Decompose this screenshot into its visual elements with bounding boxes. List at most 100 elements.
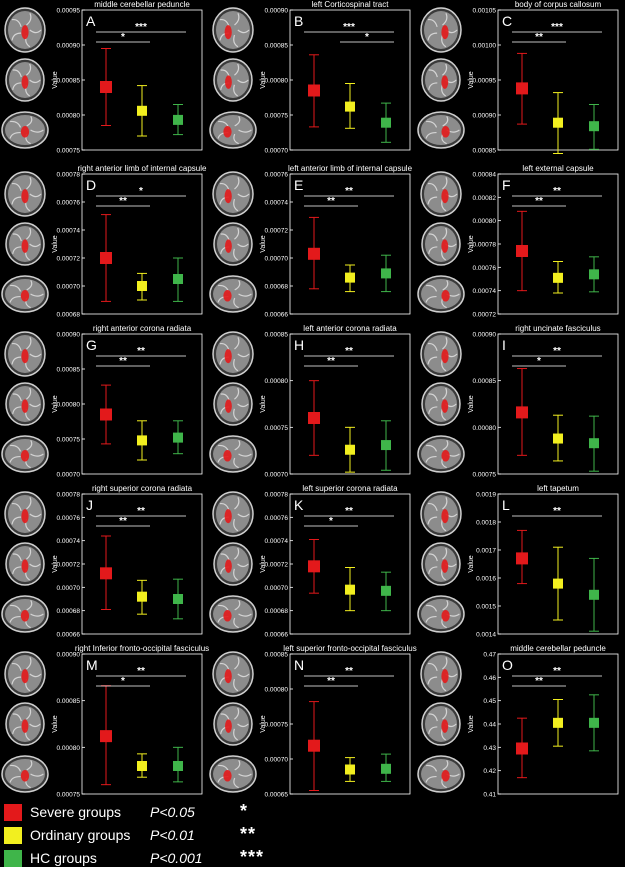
panel-i: right uncinate fasciculus I Value 0.00075 0.… <box>417 324 619 479</box>
gyrus-line <box>26 387 32 400</box>
gyrus-line <box>233 84 239 97</box>
significance-stars: ** <box>553 186 561 197</box>
mean-marker-ordinary <box>137 761 147 771</box>
gyrus-line <box>11 196 22 205</box>
axial-slice-icon <box>421 222 461 266</box>
sagittal-slice-icon <box>1 755 49 793</box>
tract-highlight <box>223 610 232 622</box>
brain-tissue <box>421 279 461 309</box>
gyrus-line <box>237 673 250 678</box>
gyrus-line <box>26 177 32 190</box>
significance-stars: ** <box>137 506 145 517</box>
gyrus-line <box>233 568 239 581</box>
y-axis-label: Value <box>468 715 475 732</box>
mean-marker-ordinary <box>553 117 563 128</box>
tract-highlight <box>21 719 29 733</box>
gyrus-line <box>428 713 438 722</box>
legend-label-severe: Severe groups <box>30 804 122 820</box>
gyrus-line <box>238 293 252 297</box>
mean-marker-ordinary <box>345 101 355 112</box>
gyrus-line <box>26 547 32 560</box>
y-tick-label: 0.00068 <box>57 608 81 615</box>
gyrus-line <box>29 513 42 518</box>
y-tick-label: 0.00070 <box>265 585 289 592</box>
gyrus-line <box>234 13 240 26</box>
gyrus-line <box>442 387 448 400</box>
mean-marker-hc <box>173 761 183 771</box>
y-tick-label: 0.00068 <box>57 312 81 319</box>
mean-marker-ordinary <box>345 444 355 455</box>
brain-tissue <box>425 386 457 422</box>
y-tick-label: 0.00080 <box>265 78 289 85</box>
gyrus-line <box>9 295 21 303</box>
mean-marker-hc <box>381 268 391 279</box>
y-tick-label: 0.00105 <box>473 8 497 15</box>
gyrus-line <box>427 182 438 192</box>
brain-tissue <box>213 599 253 629</box>
y-tick-label: 0.00070 <box>265 757 289 764</box>
y-tick-label: 0.00082 <box>473 195 497 202</box>
gyrus-line <box>9 455 21 463</box>
panel-letter: C <box>502 13 512 29</box>
significance-stars: ** <box>137 346 145 357</box>
y-tick-label: 0.00095 <box>57 8 81 15</box>
gyrus-line <box>442 547 448 560</box>
gyrus-line <box>26 279 33 291</box>
significance-stars: * <box>365 32 369 43</box>
mean-marker-severe <box>308 560 320 573</box>
axial-slice-icon <box>213 382 253 426</box>
mean-marker-hc <box>589 717 599 728</box>
gyrus-line <box>10 764 22 772</box>
y-tick-label: 0.00078 <box>473 242 497 249</box>
mean-marker-hc <box>589 438 599 449</box>
mean-marker-ordinary <box>137 591 147 602</box>
y-tick-label: 0.00090 <box>473 113 497 120</box>
significance-stars: ** <box>345 506 353 517</box>
gyrus-line <box>233 297 239 309</box>
gyrus-line <box>442 707 448 720</box>
gyrus-line <box>428 82 438 91</box>
gyrus-line <box>234 707 240 720</box>
panel-n: left superior fronto-occipital fasciculu… <box>209 644 417 799</box>
gyrus-line <box>233 777 239 789</box>
coronal-slice-icon <box>212 7 254 53</box>
axial-slice-icon <box>213 222 253 266</box>
panel-j: right superior corona radiataJValue0.000… <box>1 484 203 639</box>
panel-title: left superior fronto-occipital fasciculu… <box>283 644 416 653</box>
tract-highlight <box>21 239 29 253</box>
y-tick-label: 0.00070 <box>57 284 81 291</box>
tract-highlight <box>441 559 449 573</box>
legend-row-ordinary: Ordinary groups P<0.01 ** <box>0 824 625 847</box>
significance-stars: ** <box>535 676 543 687</box>
brain-tissue <box>213 115 253 145</box>
y-tick-label: 0.00075 <box>265 722 289 729</box>
y-tick-label: 0.00080 <box>473 425 497 432</box>
gyrus-line <box>26 599 33 611</box>
significance-stars: ** <box>553 666 561 677</box>
panel-title: left external capsule <box>522 164 594 173</box>
panel-letter: B <box>294 13 303 29</box>
mean-marker-hc <box>381 585 391 596</box>
gyrus-line <box>12 553 22 562</box>
legend-label-ordinary: Ordinary groups <box>30 827 131 843</box>
significance-stars: ** <box>553 346 561 357</box>
significance-stars: ** <box>119 356 127 367</box>
tract-highlight <box>20 770 30 782</box>
gyrus-line <box>233 358 239 372</box>
gyrus-line <box>237 29 250 34</box>
y-axis-label: Value <box>52 235 59 252</box>
mean-marker-severe <box>308 247 320 260</box>
brain-tissue <box>217 546 249 582</box>
y-tick-label: 0.00090 <box>57 332 81 339</box>
gyrus-line <box>10 284 22 292</box>
panel-letter: N <box>294 657 304 673</box>
mean-marker-hc <box>173 432 183 443</box>
brain-tissue <box>425 546 457 582</box>
y-tick-label: 0.00070 <box>265 472 289 479</box>
y-axis-label: Value <box>260 395 267 412</box>
brain-tissue <box>217 62 249 98</box>
panel-letter: L <box>502 497 510 513</box>
sagittal-slice-icon <box>209 595 257 633</box>
panel-title: right Inferior fronto-occipital fascicul… <box>75 644 209 653</box>
